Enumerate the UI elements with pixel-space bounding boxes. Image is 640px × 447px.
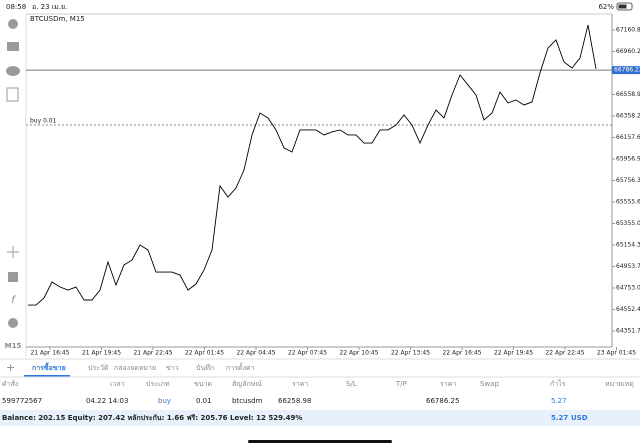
x-tick-label: 22 Apr 13:45 xyxy=(391,350,430,357)
y-tick-label: 64953.70 xyxy=(616,263,640,270)
column-header: T/P xyxy=(395,380,407,388)
x-tick-label: 22 Apr 16:45 xyxy=(442,350,481,357)
y-tick-label: 65956.95 xyxy=(616,155,640,162)
column-header: เวลา xyxy=(110,380,125,388)
chart-title: BTCUSDm, M15 xyxy=(30,15,85,23)
account-icon[interactable] xyxy=(8,19,18,29)
timeframe[interactable]: M15 xyxy=(5,342,22,350)
x-tick-label: 21 Apr 19:45 xyxy=(82,350,121,357)
column-header: ขนาด xyxy=(194,380,212,388)
x-tick-label: 22 Apr 22:45 xyxy=(545,350,584,357)
tab[interactable]: การซื้อขาย xyxy=(32,361,66,372)
y-tick-label: 64552.40 xyxy=(616,306,640,313)
trade-icon[interactable] xyxy=(7,42,19,51)
active-tab-underline xyxy=(24,375,70,377)
y-tick-label: 65555.65 xyxy=(616,198,640,205)
order-type: buy xyxy=(158,397,171,405)
x-tick-label: 22 Apr 01:45 xyxy=(185,350,224,357)
x-tick-label: 22 Apr 04:45 xyxy=(236,350,275,357)
chat-icon[interactable] xyxy=(6,66,20,76)
status-date: อ. 23 เม.ย. xyxy=(32,3,67,11)
current-price: 66786.25 xyxy=(426,397,459,405)
x-tick-label: 22 Apr 07:45 xyxy=(288,350,327,357)
order-volume: 0.01 xyxy=(196,397,212,405)
balance-bar xyxy=(0,410,640,426)
column-header: หมายเหตุ xyxy=(605,380,634,388)
tab[interactable]: การตั้งค่า xyxy=(226,361,255,372)
new-chart-icon[interactable] xyxy=(6,87,19,102)
x-tick-label: 22 Apr 10:45 xyxy=(339,350,378,357)
home-indicator xyxy=(248,440,392,443)
column-header: ประเภท xyxy=(146,380,170,388)
tab[interactable]: บันทึก xyxy=(196,363,214,372)
y-tick-label: 64753.05 xyxy=(616,284,640,291)
x-tick-label: 21 Apr 22:45 xyxy=(133,350,172,357)
battery-text: 62% xyxy=(598,3,614,11)
battery-level xyxy=(618,4,627,9)
order-symbol: btcusdm xyxy=(232,397,263,405)
tab[interactable]: กล่องจดหมาย xyxy=(114,364,156,372)
x-tick-label: 22 Apr 19:45 xyxy=(494,350,533,357)
order-label: buy 0.01 xyxy=(30,118,57,125)
y-tick-label: 66960.20 xyxy=(616,48,640,55)
x-tick-label: 21 Apr 16:45 xyxy=(30,350,69,357)
currency: USD xyxy=(571,414,588,422)
y-tick-label: 66358.25 xyxy=(616,112,640,119)
status-time: 08:58 xyxy=(6,3,26,11)
y-tick-label: 64351.75 xyxy=(616,327,640,334)
y-tick-label: 66157.60 xyxy=(616,134,640,141)
column-header: S/L xyxy=(346,380,357,388)
x-tick-label: 23 Apr 01:45 xyxy=(597,350,636,357)
objects-icon[interactable] xyxy=(8,318,18,328)
price-line xyxy=(28,24,597,306)
y-tick-label: 65756.30 xyxy=(616,177,640,184)
column-header: ราคา xyxy=(292,380,308,388)
order-time: 04.22 14:03 xyxy=(86,397,128,405)
balance-summary: Balance: 202.15 Equity: 207.42 หลักประกั… xyxy=(2,414,302,422)
column-header: กำไร xyxy=(550,379,566,388)
column-header: Swap xyxy=(480,380,499,388)
column-header: คำสั่ง xyxy=(2,379,18,388)
tab[interactable]: ประวัติ xyxy=(88,364,109,372)
current-price-label: 66786.23 xyxy=(614,67,640,74)
y-tick-label: 65355.00 xyxy=(616,220,640,227)
total-profit: 5.27 xyxy=(551,414,568,422)
open-price: 66258.98 xyxy=(278,397,311,405)
y-tick-label: 67160.85 xyxy=(616,26,640,33)
tab[interactable]: ข่าว xyxy=(166,364,179,372)
column-header: สัญลักษณ์ xyxy=(232,380,262,388)
battery-icon xyxy=(616,2,633,11)
order-id: 599772567 xyxy=(2,397,42,405)
current-price-tag xyxy=(612,66,640,75)
column-header: ราคา xyxy=(440,380,456,388)
indicator-icon[interactable] xyxy=(8,272,18,282)
add-button[interactable]: + xyxy=(6,361,15,374)
y-tick-label: 66558.90 xyxy=(616,91,640,98)
y-tick-label: 65154.35 xyxy=(616,241,640,248)
function-icon[interactable]: f xyxy=(11,295,16,306)
order-profit: 5.27 xyxy=(551,397,567,405)
